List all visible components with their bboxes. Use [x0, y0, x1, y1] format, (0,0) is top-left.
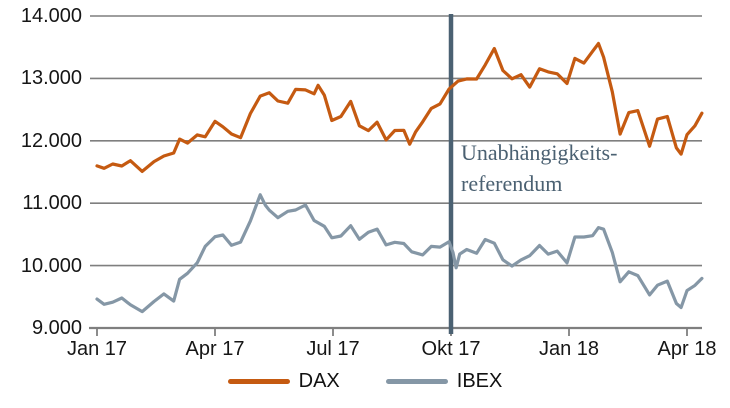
referendum-annotation-line1: Unabhängigkeits- [461, 140, 618, 165]
chart-legend: DAX IBEX [0, 370, 730, 393]
y-axis-tick-label: 13.000 [20, 67, 82, 89]
legend-item-dax: DAX [227, 370, 340, 393]
legend-label-dax: DAX [298, 370, 340, 392]
y-axis-tick-label: 10.000 [20, 255, 82, 277]
x-axis-tick-label: Jan 17 [66, 338, 128, 360]
x-axis-tick-label: Apr 17 [185, 338, 245, 360]
x-axis-tick-label: Jul 17 [306, 338, 360, 360]
x-axis-tick-label: Okt 17 [421, 338, 481, 360]
y-axis-tick-label: 12.000 [20, 130, 82, 152]
legend-label-ibex: IBEX [456, 370, 503, 392]
y-axis-tick-label: 14.000 [20, 5, 82, 27]
referendum-annotation-line2: referendum [461, 171, 563, 196]
legend-item-ibex: IBEX [385, 370, 503, 393]
referendum-annotation: Unabhängigkeits- referendum [461, 137, 617, 199]
y-axis-tick-label: 9.000 [31, 317, 82, 339]
x-axis-tick-label: Apr 18 [657, 338, 717, 360]
dax-line-swatch-icon [227, 379, 290, 384]
ibex-line-swatch-icon [385, 379, 448, 384]
y-axis-tick-label: 11.000 [22, 192, 82, 214]
x-axis-tick-label: Jan 18 [538, 338, 600, 360]
